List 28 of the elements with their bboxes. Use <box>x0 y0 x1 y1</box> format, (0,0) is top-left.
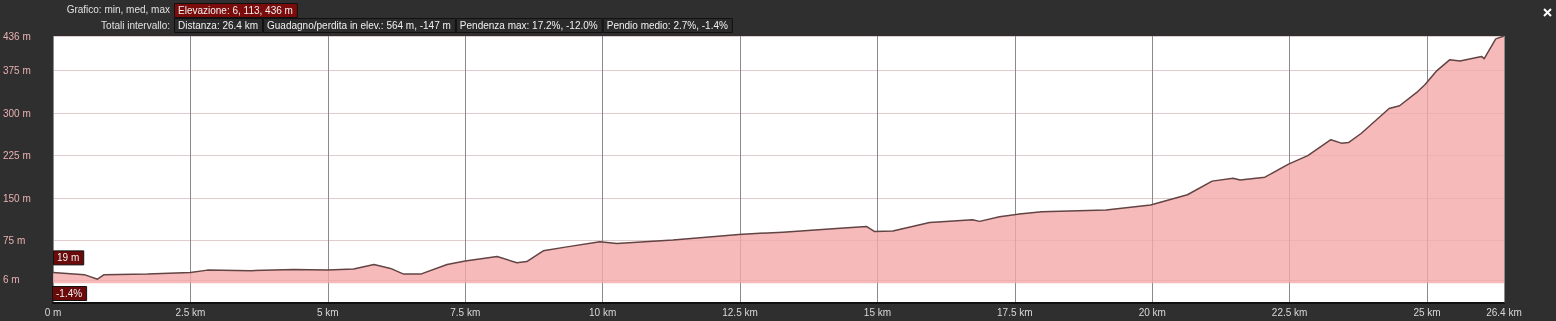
y-tick-label: 300 m <box>3 107 31 119</box>
text: Pendenza max: 17.2%, -12.0% <box>459 19 598 31</box>
text: Distanza: 26.4 km <box>178 19 259 31</box>
x-tick-label: 12.5 km <box>722 306 758 318</box>
x-tick-label: 2.5 km <box>175 306 206 318</box>
x-tick-label: 20 km <box>1138 306 1166 318</box>
chart-title: Grafico: min, med, max <box>66 3 170 15</box>
x-tick-label: 17.5 km <box>997 306 1033 318</box>
x-tick-label: 15 km <box>863 306 892 318</box>
text: Elevazione: 6, 113, 436 m <box>178 4 293 16</box>
annotation: -1.4% <box>56 287 83 299</box>
text: Pendio medio: 2.7%, -1.4% <box>606 19 728 31</box>
x-tick-label: 0 m <box>44 306 62 318</box>
x-tick-label: 10 km <box>589 306 617 318</box>
x-tick-label: 5 km <box>316 306 339 318</box>
chart-subtitle: Totali intervallo: <box>101 19 170 31</box>
y-tick-label: 6 m <box>3 274 20 286</box>
y-tick-label: 436 m <box>3 30 31 42</box>
x-tick-label: 25 km <box>1413 306 1441 318</box>
annotation: 19 m <box>57 251 80 263</box>
x-tick-label: 22.5 km <box>1271 306 1308 318</box>
text: Guadagno/perdita in elev.: 564 m, -147 m <box>267 19 451 31</box>
y-tick-label: 150 m <box>3 192 31 204</box>
y-tick-label: 225 m <box>3 150 31 162</box>
y-tick-label: 75 m <box>3 235 26 247</box>
x-tick-label: 26.4 km <box>1486 306 1522 318</box>
y-tick-label: 375 m <box>3 65 31 77</box>
x-tick-label: 7.5 km <box>450 306 481 318</box>
